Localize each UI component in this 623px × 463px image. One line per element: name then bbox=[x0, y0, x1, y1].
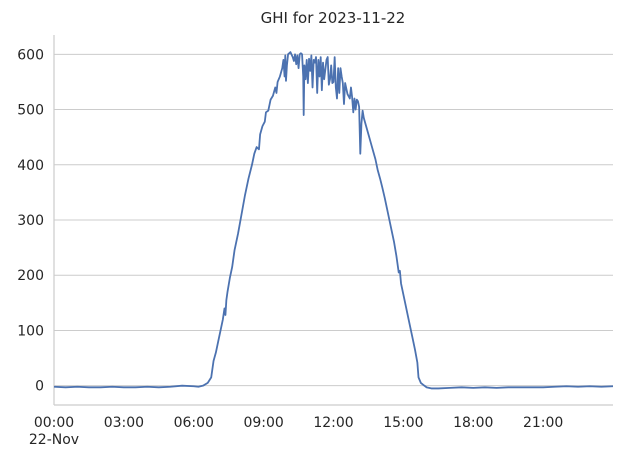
grid bbox=[54, 53, 613, 387]
series-layer bbox=[53, 51, 614, 390]
axes bbox=[53, 35, 613, 406]
x-tick-label: 15:00 bbox=[383, 415, 423, 431]
y-tick-label: 200 bbox=[17, 268, 44, 284]
chart-title: GHI for 2023-11-22 bbox=[261, 9, 406, 27]
y-tick-label: 500 bbox=[17, 103, 44, 119]
x-tick-label: 06:00 bbox=[174, 415, 214, 431]
y-tick-label: 0 bbox=[35, 379, 44, 395]
y-tick-label: 600 bbox=[17, 47, 44, 63]
y-tick-label: 300 bbox=[17, 213, 44, 229]
y-tick-label: 400 bbox=[17, 158, 44, 174]
x-tick-label: 03:00 bbox=[104, 415, 144, 431]
x-tick-label: 18:00 bbox=[453, 415, 493, 431]
x-tick-label: 00:00 bbox=[34, 415, 74, 431]
x-tick-label: 09:00 bbox=[243, 415, 283, 431]
x-tick-label: 12:00 bbox=[313, 415, 353, 431]
x-tick-sublabel: 22-Nov bbox=[29, 432, 79, 448]
x-tick-label: 21:00 bbox=[523, 415, 563, 431]
y-tick-label: 100 bbox=[17, 323, 44, 339]
series-line-ghi bbox=[53, 51, 614, 390]
